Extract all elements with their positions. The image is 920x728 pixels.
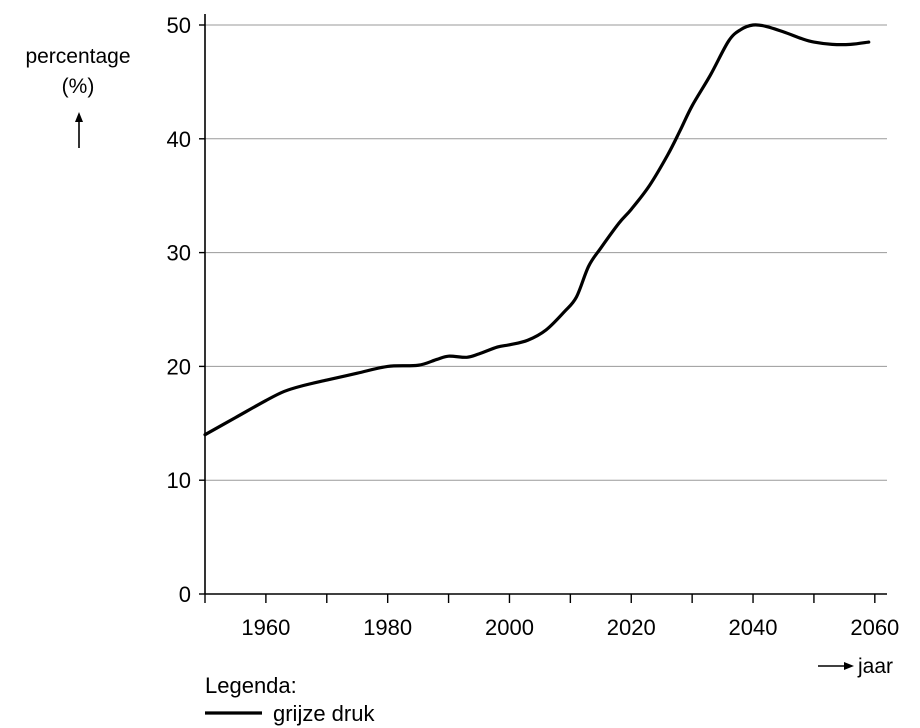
x-axis-arrow-icon [818,662,854,670]
y-tick-label-30: 30 [167,241,191,266]
y-tick-label-10: 10 [167,468,191,493]
legend-label-grijze-druk: grijze druk [273,701,375,726]
ticks: 0 10 20 30 40 50 1960 1980 2000 2020 2040 2060 [167,13,900,640]
x-tick-label-1960: 1960 [241,615,290,640]
axes [204,14,887,595]
y-axis-title: percentage [25,45,130,68]
y-axis-arrow-icon [75,112,83,148]
series [203,23,871,437]
x-tick-label-2060: 2060 [850,615,899,640]
series-line-grijze-druk [203,23,871,437]
y-tick-label-50: 50 [167,13,191,38]
x-tick-label-2000: 2000 [485,615,534,640]
y-axis-unit: (%) [62,75,95,98]
y-tick-label-0: 0 [179,582,191,607]
gridlines [205,24,887,481]
x-axis-title: jaar [857,655,893,678]
y-tick-label-40: 40 [167,127,191,152]
x-tick-label-2020: 2020 [607,615,656,640]
y-tick-label-20: 20 [167,354,191,379]
x-tick-label-1980: 1980 [363,615,412,640]
legend: Legenda: grijze druk [205,673,375,726]
x-tick-label-2040: 2040 [729,615,778,640]
legend-title: Legenda: [205,673,297,698]
